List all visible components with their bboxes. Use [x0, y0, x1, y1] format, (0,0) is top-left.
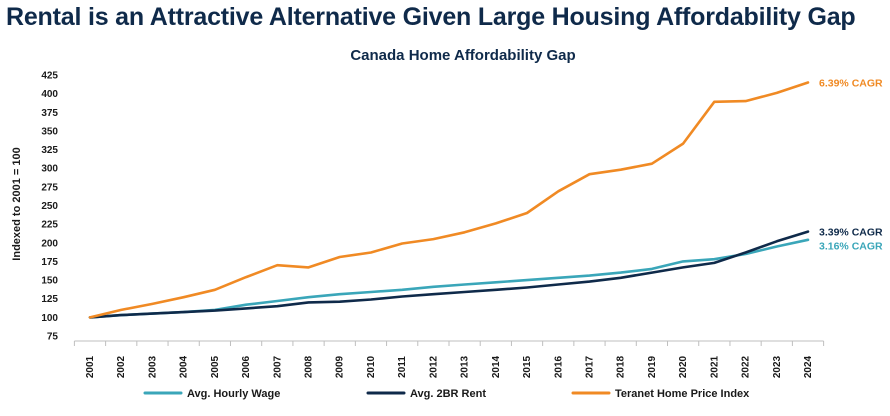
y-tick-label: 425	[41, 71, 58, 82]
x-tick-label: 2019	[647, 355, 658, 378]
y-tick-label: 75	[47, 332, 59, 343]
series-end-label-0: 3.16% CAGR	[819, 241, 883, 253]
x-tick-label: 2015	[522, 355, 533, 378]
y-tick-label: 100	[41, 313, 58, 324]
x-tick-label: 2020	[678, 355, 689, 378]
y-tick-label: 275	[41, 182, 58, 193]
series-line-2	[88, 81, 810, 319]
x-tick-label: 2008	[304, 355, 315, 378]
x-tick-label: 2012	[428, 355, 439, 378]
x-tick-label: 2013	[460, 355, 471, 378]
x-tick-label: 2017	[584, 355, 595, 378]
x-tick-label: 2006	[241, 355, 252, 378]
x-axis: 2001 2002 2003 2004 2005 2006 2007 2008 2009 2010…	[73, 340, 825, 378]
x-tick-label: 2022	[741, 355, 752, 378]
legend: Avg. Hourly Wage Avg. 2BR Rent Teranet Hom…	[143, 388, 750, 400]
legend-label-0: Avg. Hourly Wage	[187, 388, 280, 400]
x-tick-label: 2009	[335, 355, 346, 378]
y-tick-label: 200	[41, 238, 58, 249]
x-tick-label: 2005	[210, 355, 221, 378]
x-tick-label: 2010	[366, 355, 377, 378]
y-tick-label: 225	[41, 220, 58, 231]
y-tick-label: 175	[41, 257, 58, 268]
end-labels: 6.39% CAGR 3.39% CAGR 3.16% CAGR	[819, 77, 883, 252]
x-tick-label: 2023	[772, 355, 783, 378]
x-tick-label: 2016	[553, 355, 564, 378]
y-tick-label: 350	[41, 126, 58, 137]
x-tick-label: 2014	[491, 355, 502, 378]
y-tick-label: 300	[41, 164, 58, 175]
y-tick-label: 375	[41, 108, 58, 119]
x-tick-label: 2024	[803, 355, 814, 378]
series-end-label-1: 3.39% CAGR	[819, 227, 883, 239]
x-tick-label: 2021	[709, 355, 720, 378]
x-tick-label: 2004	[179, 355, 190, 378]
x-tick-label: 2018	[616, 355, 627, 378]
series-end-label-2: 6.39% CAGR	[819, 77, 883, 89]
series-lines	[88, 81, 810, 319]
x-tick-label: 2007	[272, 355, 283, 378]
y-axis-title: Indexed to 2001 = 100	[11, 147, 23, 260]
x-tick-label: 2002	[116, 355, 127, 378]
y-axis: 75 100 125 150 175 200 225 250 275 300 325 350 375 40…	[41, 71, 58, 343]
legend-label-2: Teranet Home Price Index	[615, 388, 750, 400]
y-tick-label: 400	[41, 89, 58, 100]
page-title: Rental is an Attractive Alternative Give…	[6, 3, 856, 31]
y-tick-label: 250	[41, 201, 58, 212]
chart-title: Canada Home Affordability Gap	[350, 47, 575, 64]
series-line-1	[88, 230, 810, 319]
series-line-0	[88, 238, 810, 319]
x-tick-label: 2003	[147, 355, 158, 378]
x-tick-label: 2011	[397, 356, 408, 378]
y-tick-label: 125	[41, 294, 58, 305]
y-tick-label: 150	[41, 276, 58, 287]
x-tick-label: 2001	[85, 355, 96, 378]
y-tick-label: 325	[41, 145, 58, 156]
legend-label-1: Avg. 2BR Rent	[410, 388, 486, 400]
